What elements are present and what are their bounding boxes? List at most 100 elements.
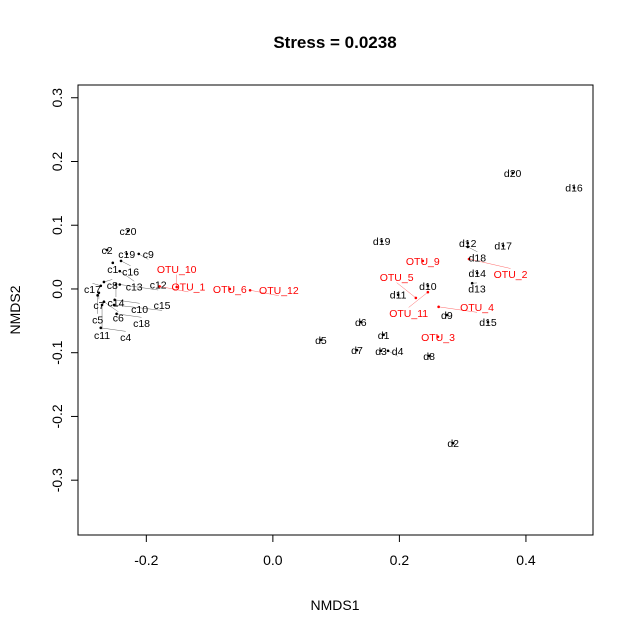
site-label-c1: c1	[107, 264, 118, 276]
site-label-d16: d16	[565, 183, 583, 195]
leader-line	[138, 253, 149, 260]
leader-line	[468, 258, 511, 269]
leader-line	[119, 284, 159, 291]
site-label-d13: d13	[468, 283, 486, 295]
site-label-c5: c5	[92, 314, 103, 326]
leader-line	[159, 286, 189, 293]
leader-line	[103, 279, 113, 283]
leader-line	[114, 299, 140, 304]
point-marker	[97, 291, 101, 295]
site-label-d14: d14	[468, 268, 486, 280]
point-marker	[99, 326, 103, 330]
site-label-c15: c15	[154, 300, 171, 312]
point-marker	[414, 296, 418, 300]
leader-line	[387, 350, 398, 357]
point-marker	[467, 257, 471, 261]
point-marker	[501, 244, 505, 247]
species-label-otu-6: OTU_6	[213, 284, 247, 296]
site-label-c9: c9	[143, 249, 154, 261]
site-label-d10: d10	[419, 281, 437, 293]
site-label-c7: c7	[93, 300, 104, 312]
site-label-c19: c19	[118, 249, 135, 261]
point-marker	[572, 186, 576, 189]
point-marker	[427, 354, 431, 358]
point-marker	[175, 285, 178, 289]
point-marker	[379, 349, 383, 353]
point-marker	[119, 259, 123, 263]
point-marker	[396, 293, 400, 297]
point-marker	[111, 261, 115, 265]
species-label-otu-3: OTU_3	[421, 332, 455, 344]
point-marker	[475, 271, 479, 275]
leader-line	[103, 301, 119, 313]
y-axis: -0.3 -0.2 -0.1 0.0 0.1 0.2 0.3	[49, 88, 79, 492]
point-marker	[445, 313, 449, 317]
x-axis-label: NMDS1	[310, 597, 359, 613]
site-label-d7: d7	[351, 345, 363, 357]
site-label-d20: d20	[504, 168, 522, 180]
site-label-d18: d18	[469, 252, 487, 264]
point-marker	[114, 283, 118, 286]
point-marker	[380, 239, 383, 243]
site-label-c8: c8	[107, 280, 118, 292]
point-marker	[382, 333, 385, 337]
chart-title: Stress = 0.0238	[273, 33, 396, 52]
point-marker	[436, 335, 440, 339]
site-label-c11: c11	[94, 330, 110, 342]
point-marker	[100, 303, 104, 307]
leader-line	[120, 260, 131, 267]
site-label-d19: d19	[373, 236, 391, 248]
species-label-otu-2: OTU_2	[494, 269, 528, 281]
x-tick-label: 0.2	[390, 552, 410, 568]
point-marker	[437, 305, 440, 309]
site-label-d5: d5	[315, 335, 327, 347]
point-marker	[126, 229, 130, 233]
leader-line	[408, 291, 429, 308]
species-label-otu-10: OTU_10	[157, 264, 197, 276]
label-leader-lines	[92, 246, 511, 357]
point-marker	[511, 171, 514, 175]
point-marker	[115, 312, 118, 316]
point-marker	[451, 441, 455, 445]
point-marker	[228, 287, 232, 291]
species-label-otu-5: OTU_5	[380, 272, 414, 284]
site-label-d9: d9	[441, 310, 453, 322]
point-marker	[113, 298, 116, 302]
point-marker	[137, 252, 141, 256]
point-marker	[466, 241, 470, 245]
point-marker	[112, 303, 116, 307]
point-marker	[102, 280, 106, 284]
leader-line	[438, 306, 478, 313]
point-marker	[102, 300, 106, 304]
site-label-c4: c4	[120, 332, 131, 344]
species-label-otu-12: OTU_12	[259, 285, 299, 297]
point-marker	[118, 283, 122, 286]
species-label-otu-1: OTU_1	[171, 281, 205, 293]
leader-line	[119, 270, 135, 282]
site-label-d12: d12	[459, 238, 477, 250]
y-tick-label: 0.2	[49, 152, 65, 172]
point-marker	[125, 252, 129, 256]
site-label-d17: d17	[494, 241, 512, 253]
point-marker	[426, 284, 430, 288]
site-label-d6: d6	[355, 317, 367, 329]
point-marker	[470, 281, 474, 285]
y-tick-label: 0.0	[49, 279, 65, 299]
x-tick-label: -0.2	[134, 552, 158, 568]
point-marker	[359, 320, 363, 324]
point-marker	[118, 269, 122, 273]
point-marker	[426, 290, 430, 294]
site-label-c2: c2	[102, 245, 113, 257]
point-marker	[355, 348, 359, 352]
y-tick-label: -0.1	[49, 340, 65, 364]
site-label-c14: c14	[107, 298, 124, 310]
x-axis: -0.2 0.0 0.2 0.4	[134, 534, 536, 568]
leader-line	[250, 289, 279, 296]
leader-line	[467, 246, 478, 253]
leader-line	[114, 304, 163, 311]
site-label-c20: c20	[120, 226, 137, 238]
species-label-otu-11: OTU_11	[389, 308, 428, 320]
site-label-d4: d4	[392, 346, 404, 358]
site-label-d1: d1	[378, 330, 390, 342]
